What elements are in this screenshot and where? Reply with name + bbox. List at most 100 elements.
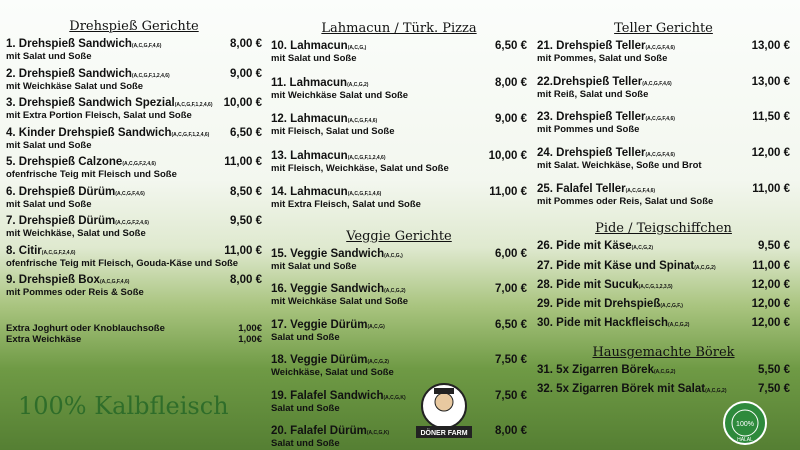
menu-item: 2. Drehspieß Sandwich(A,C,G,F,1,2,4,6) 9,… (6, 68, 262, 98)
item-name: 18. Veggie Dürüm (271, 354, 368, 366)
item-title: 24. Drehspieß Teller(A,C,G,F,4,6) (537, 147, 675, 159)
menu-section: Drehspieß Gerichte 1. Drehspieß Sandwich(… (6, 16, 262, 304)
menu-item: 32. 5x Zigarren Börek mit Salat(A,C,G,2)… (537, 383, 790, 402)
item-title: 3. Drehspieß Sandwich Spezial(A,C,G,F,1,… (6, 97, 213, 109)
item-price: 8,00 € (495, 76, 527, 89)
item-desc: mit Pommes oder Reis & Soße (6, 287, 144, 298)
item-price: 11,00 € (224, 244, 262, 257)
item-price: 11,00 € (752, 182, 790, 195)
extra-price: 1,00€ (238, 323, 262, 334)
item-name: 23. Drehspieß Teller (537, 111, 646, 124)
item-desc: mit Salat und Soße (271, 53, 357, 64)
item-allergens: (A,C,G,2) (694, 264, 716, 271)
item-title: 19. Falafel Sandwich(A,C,G,K) (271, 390, 406, 402)
item-name: 13. Lahmacun (271, 149, 348, 162)
item-row: 30. Pide mit Hackfleisch(A,C,G,2) 12,00 € (537, 317, 790, 329)
item-desc: mit Weichkäse Salat und Soße (6, 80, 144, 92)
extra-row: Extra Joghurt oder Knoblauchsoße 1,00€ (6, 323, 262, 334)
section-title: Pide / Teigschiffchen (595, 221, 732, 237)
item-title: 20. Falafel Dürüm(A,C,G,K) (271, 425, 389, 437)
menu-item: 15. Veggie Sandwich(A,C,G,) 6,00 € mit Sal… (271, 248, 527, 284)
item-price: 5,50 € (758, 364, 790, 377)
item-name: 19. Falafel Sandwich (271, 389, 384, 402)
menu-item: 21. Drehspieß Teller(A,C,G,F,4,6) 13,00 €… (537, 40, 790, 76)
item-name: 10. Lahmacun (271, 40, 348, 52)
menu-item: 7. Drehspieß Dürüm(A,C,G,F,2,4,6) 9,50 € m… (6, 215, 262, 245)
menu-item: 8. Citir(A,C,G,F,2,4,6) 11,00 € ofenfrisch… (6, 245, 262, 275)
item-name: 16. Veggie Sandwich (271, 283, 385, 295)
item-row: 19. Falafel Sandwich(A,C,G,K) 7,50 € (271, 390, 527, 402)
menu-section: Hausgemachte Börek 31. 5x Zigarren Börek(… (537, 342, 790, 401)
menu-item: 31. 5x Zigarren Börek(A,C,G,2) 5,50 € (537, 364, 790, 383)
item-row: 2. Drehspieß Sandwich(A,C,G,F,1,2,4,6) 9,… (6, 68, 262, 80)
item-row: 10. Lahmacun(A,C,G,) 6,50 € (271, 40, 527, 52)
item-price: 11,00 € (224, 156, 262, 168)
item-allergens: (A,C,G,2) (384, 288, 406, 294)
item-price: 9,00 € (230, 67, 262, 80)
item-desc: ofenfrische Teig mit Fleisch, Gouda-Käse… (6, 257, 239, 269)
item-row: 1. Drehspieß Sandwich(A,C,G,F,4,6) 8,00 € (6, 38, 262, 50)
item-title: 21. Drehspieß Teller(A,C,G,F,4,6) (537, 40, 675, 52)
item-allergens: (A,C,G,F,4,6) (645, 45, 675, 51)
item-allergens: (A,C,G,) (384, 252, 403, 259)
item-row: 20. Falafel Dürüm(A,C,G,K) 8,00 € (271, 425, 527, 437)
menu-item: 9. Drehspieß Box(A,C,G,F,4,6) 8,00 € mit P… (6, 274, 262, 304)
extra-name: Extra Weichkäse (6, 334, 82, 345)
item-name: 20. Falafel Dürüm (271, 425, 367, 437)
item-row: 32. 5x Zigarren Börek mit Salat(A,C,G,2)… (537, 383, 790, 395)
item-desc: mit Salat und Soße (6, 51, 92, 62)
item-price: 11,00 € (752, 259, 790, 272)
item-price: 12,00 € (751, 278, 790, 291)
item-name: 25. Falafel Teller (537, 182, 626, 195)
item-name: 7. Drehspieß Dürüm (6, 215, 116, 227)
item-row: 21. Drehspieß Teller(A,C,G,F,4,6) 13,00 € (537, 40, 790, 52)
item-name: 15. Veggie Sandwich (271, 247, 385, 260)
item-desc: mit Fleisch, Salat und Soße (271, 126, 395, 137)
item-allergens: (A,C,G,F,1,2,4,6) (171, 131, 210, 138)
item-name: 26. Pide mit Käse (537, 240, 632, 253)
item-title: 12. Lahmacun(A,C,G,F,4,6) (271, 113, 377, 125)
item-price: 8,50 € (230, 185, 262, 198)
item-desc: mit Weichkäse Salat und Soße (271, 89, 409, 101)
item-title: 10. Lahmacun(A,C,G,) (271, 40, 366, 52)
menu-item: 10. Lahmacun(A,C,G,) 6,50 € mit Salat und … (271, 40, 527, 77)
item-title: 5. Drehspieß Calzone(A,C,G,F,2,4,6) (6, 156, 156, 168)
extras: Extra Joghurt oder Knoblauchsoße 1,00€ Ext… (6, 323, 262, 345)
menu-item: 20. Falafel Dürüm(A,C,G,K) 8,00 € Salat un… (271, 425, 527, 450)
extra-row: Extra Weichkäse 1,00€ (6, 334, 262, 345)
item-row: 6. Drehspieß Dürüm(A,C,G,F,4,6) 8,50 € (6, 186, 262, 198)
menu-item: 25. Falafel Teller(A,C,G,F,4,6) 11,00 € mi… (537, 183, 790, 219)
item-title: 23. Drehspieß Teller(A,C,G,F,4,6) (537, 111, 675, 123)
item-desc: ofenfrische Teig mit Fleisch und Soße (6, 169, 177, 180)
menu-column: Teller Gerichte 21. Drehspieß Teller(A,C,… (537, 18, 790, 401)
item-name: 21. Drehspieß Teller (537, 40, 646, 52)
menu-section: Lahmacun / Türk. Pizza 10. Lahmacun(A,C,G… (271, 18, 527, 223)
item-allergens: (A,C,G,F,1,2,4,6) (347, 154, 386, 161)
item-price: 7,50 € (758, 382, 790, 395)
menu-item: 5. Drehspieß Calzone(A,C,G,F,2,4,6) 11,00… (6, 156, 262, 186)
item-desc: mit Salat. Weichkäse, Soße und Brot (537, 160, 702, 172)
item-name: 22.Drehspieß Teller (537, 75, 643, 88)
item-desc: Salat und Soße (271, 438, 340, 449)
item-name: 17. Veggie Dürüm (271, 318, 368, 331)
item-allergens: (A,C,G) (367, 323, 385, 330)
item-row: 16. Veggie Sandwich(A,C,G,2) 7,00 € (271, 283, 527, 295)
badge-top: 100% (736, 421, 754, 428)
item-title: 13. Lahmacun(A,C,G,F,1,2,4,6) (271, 150, 386, 162)
item-price: 13,00 € (751, 40, 790, 52)
item-price: 9,00 € (495, 113, 527, 125)
item-price: 6,50 € (230, 126, 262, 139)
section-title: Hausgemachte Börek (592, 345, 735, 361)
item-desc: mit Weichkäse, Salat und Soße (6, 228, 146, 239)
extra-name: Extra Joghurt oder Knoblauchsoße (6, 323, 165, 334)
item-name: 32. 5x Zigarren Börek mit Salat (537, 382, 706, 395)
item-price: 7,50 € (495, 354, 527, 366)
item-name: 1. Drehspieß Sandwich (6, 38, 132, 50)
menu-item: 16. Veggie Sandwich(A,C,G,2) 7,00 € mit We… (271, 283, 527, 319)
item-title: 31. 5x Zigarren Börek(A,C,G,2) (537, 364, 675, 376)
item-title: 4. Kinder Drehspieß Sandwich(A,C,G,F,1,2… (6, 127, 209, 139)
item-price: 10,00 € (223, 97, 262, 109)
section-title: Veggie Gerichte (346, 228, 452, 244)
item-name: 11. Lahmacun (271, 76, 348, 89)
